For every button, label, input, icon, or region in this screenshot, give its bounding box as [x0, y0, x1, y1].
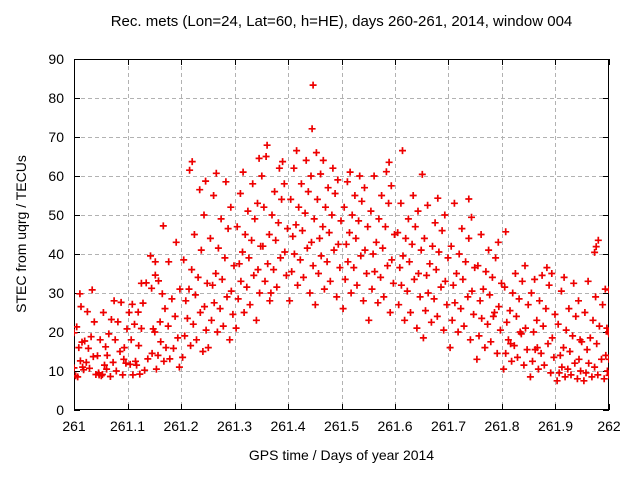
y-tick-label: 30	[48, 285, 64, 301]
x-tick-label: 261.1	[109, 418, 146, 434]
x-tick-label: 261	[62, 418, 86, 434]
x-tick-label: 261.6	[377, 418, 413, 434]
plot-frame	[74, 59, 609, 410]
y-tick-label: 60	[48, 168, 64, 184]
x-tick-label: 262	[597, 418, 621, 434]
y-tick-label: 70	[48, 129, 64, 145]
y-tick-label: 20	[48, 324, 64, 340]
y-tick-label: 50	[48, 207, 64, 223]
y-tick-label: 0	[56, 402, 64, 418]
data-points	[74, 81, 609, 385]
y-tick-label: 80	[48, 90, 64, 106]
x-tick-label: 261.9	[537, 418, 574, 434]
y-tick-label: 10	[48, 363, 64, 379]
x-tick-label: 261.8	[484, 418, 520, 434]
x-tick-label: 261.4	[270, 418, 306, 434]
x-axis-label: GPS time / Days of year 2014	[248, 447, 435, 463]
x-tick-label: 261.2	[163, 418, 199, 434]
x-tick-label: 261.5	[323, 418, 360, 434]
x-tick-label: 261.3	[216, 418, 253, 434]
y-tick-label: 90	[48, 51, 64, 67]
x-tick-label: 261.7	[430, 418, 467, 434]
chart-title: Rec. mets (Lon=24, Lat=60, h=HE), days 2…	[110, 13, 573, 30]
y-tick-label: 40	[48, 246, 64, 262]
